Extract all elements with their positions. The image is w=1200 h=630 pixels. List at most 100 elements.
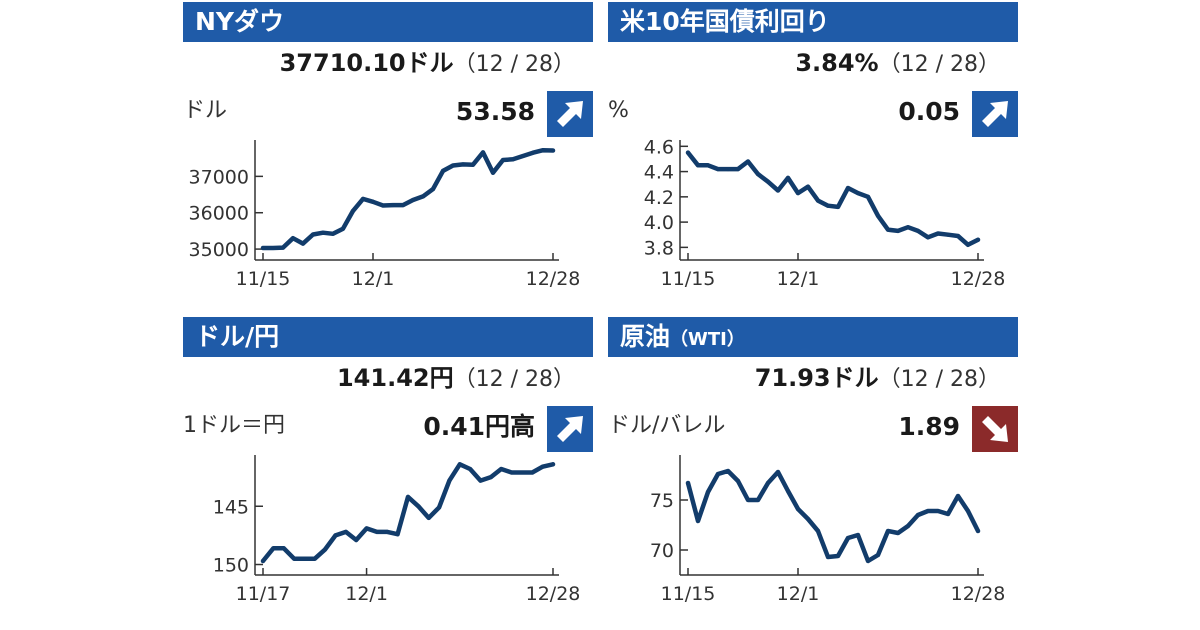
data-point xyxy=(406,494,410,499)
data-point xyxy=(906,524,910,528)
data-point xyxy=(323,547,328,552)
data-point xyxy=(457,462,462,467)
data-point xyxy=(411,198,415,202)
data-point xyxy=(343,529,348,534)
data-point xyxy=(521,154,525,158)
x-tick-label: 12/1 xyxy=(777,583,820,605)
data-point xyxy=(976,237,980,242)
data-point xyxy=(816,198,820,203)
data-point xyxy=(401,203,405,208)
data-point xyxy=(271,246,275,250)
panel-header: ドル/円 xyxy=(183,317,593,357)
panel-ny-dow: NYダウ 37710.10ドル（12 / 28） ドル 53.58 35000 3… xyxy=(183,2,593,302)
change-value: 1.89 xyxy=(898,412,960,441)
data-point xyxy=(551,148,555,153)
value-date: （12 / 28） xyxy=(878,367,1000,392)
data-point xyxy=(437,505,442,510)
data-point xyxy=(816,529,820,533)
series-line xyxy=(260,462,556,564)
data-point xyxy=(468,467,473,471)
y-unit-label: % xyxy=(608,98,629,123)
data-point xyxy=(686,150,690,155)
data-point xyxy=(421,194,425,199)
data-point xyxy=(551,462,555,467)
y-unit-label: 1ドル＝円 xyxy=(183,413,285,438)
data-point xyxy=(866,559,870,563)
value-text: 3.84% xyxy=(795,49,879,77)
data-point xyxy=(836,204,840,209)
data-point xyxy=(426,515,431,520)
data-point xyxy=(261,246,265,250)
data-point xyxy=(481,150,485,155)
data-point xyxy=(302,556,307,561)
data-point xyxy=(471,162,475,167)
data-point xyxy=(886,227,890,232)
data-point xyxy=(766,179,770,184)
data-point xyxy=(696,519,700,523)
data-point xyxy=(726,167,730,172)
panel-usd-jpy: ドル/円 141.42円（12 / 28） 1ドル＝円 0.41円高 145 15… xyxy=(183,317,593,617)
data-point xyxy=(541,148,545,153)
data-point xyxy=(936,509,940,513)
data-point xyxy=(341,226,345,231)
line-chart: 145 150 11/17 12/1 12/28 xyxy=(213,455,580,605)
y-tick-label: 35000 xyxy=(189,239,249,261)
data-point xyxy=(896,531,900,535)
line-chart: 70 75 11/15 12/1 12/28 xyxy=(650,455,1005,605)
data-point xyxy=(312,556,317,561)
data-point xyxy=(976,529,980,533)
data-point xyxy=(756,498,760,502)
data-point xyxy=(926,509,930,513)
panel-us-10y-yield: 米10年国債利回り 3.84%（12 / 28） % 0.05 3.8 4.0 4.… xyxy=(608,2,1018,302)
data-point xyxy=(371,199,375,204)
x-tick-label: 12/28 xyxy=(526,268,581,290)
data-point xyxy=(706,490,710,494)
x-tick-label: 12/1 xyxy=(345,583,388,605)
data-point xyxy=(806,184,810,189)
data-point xyxy=(281,546,286,551)
data-point xyxy=(530,470,535,475)
x-tick-label: 12/1 xyxy=(777,268,820,290)
x-tick-label: 11/15 xyxy=(661,268,716,290)
panel-title: 原油（WTI） xyxy=(620,322,745,351)
data-point xyxy=(451,163,455,168)
line-chart: 35000 36000 37000 11/15 12/1 12/28 xyxy=(189,140,581,290)
data-point xyxy=(846,536,850,540)
data-point xyxy=(786,175,790,180)
data-point xyxy=(531,150,535,155)
data-point xyxy=(786,489,790,493)
data-point xyxy=(856,191,860,196)
data-point xyxy=(876,553,880,557)
panel-title: 米10年国債利回り xyxy=(620,7,830,36)
data-point xyxy=(956,494,960,498)
data-point xyxy=(395,532,400,537)
series-line xyxy=(685,150,981,248)
arrow-up-right-icon xyxy=(547,406,593,452)
data-point xyxy=(416,504,421,509)
latest-value: 3.84%（12 / 28） xyxy=(795,46,1000,82)
data-point xyxy=(381,203,385,208)
data-point xyxy=(292,556,297,561)
data-point xyxy=(946,232,950,237)
panel-title: NYダウ xyxy=(195,7,285,36)
latest-value: 141.42円（12 / 28） xyxy=(337,361,575,397)
change-value: 0.41円高 xyxy=(423,412,535,441)
y-unit-label: ドル/バレル xyxy=(608,413,726,438)
y-unit-label: ドル xyxy=(183,98,228,123)
y-tick-label: 36000 xyxy=(189,203,249,225)
data-point xyxy=(776,470,780,474)
data-point xyxy=(716,167,720,172)
arrow-down-right-icon xyxy=(972,406,1018,452)
value-date: （12 / 28） xyxy=(453,367,575,392)
y-tick-label: 145 xyxy=(213,496,249,518)
x-tick-label: 12/1 xyxy=(352,268,395,290)
data-point xyxy=(706,163,710,168)
y-tick-label: 37000 xyxy=(189,166,249,188)
data-point xyxy=(766,481,770,485)
data-point xyxy=(333,533,338,538)
data-point xyxy=(321,230,325,235)
x-tick-label: 11/17 xyxy=(236,583,291,605)
data-point xyxy=(716,472,720,476)
value-text: 37710.10ドル xyxy=(279,49,454,77)
y-tick-label: 4.6 xyxy=(644,136,674,158)
